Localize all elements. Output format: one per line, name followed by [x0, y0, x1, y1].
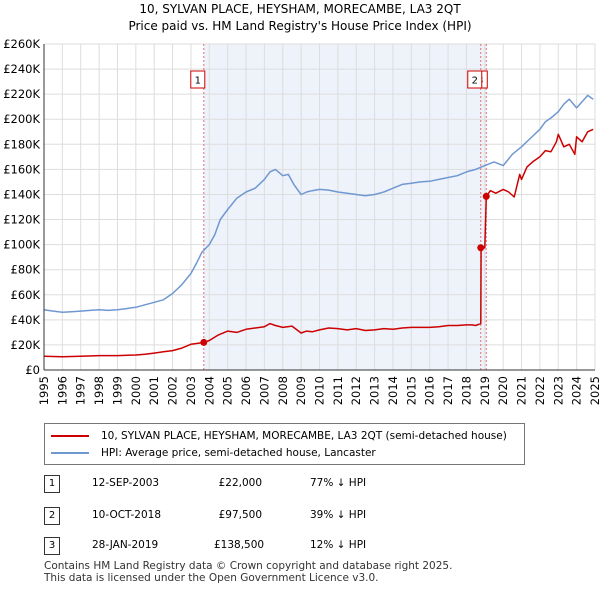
price-chart: 10, SYLVAN PLACE, HEYSHAM, MORECAMBE, LA… — [3, 2, 600, 405]
transaction-hpi: 12% ↓ HPI — [310, 539, 367, 551]
x-tick-label: 2017 — [441, 376, 455, 405]
x-tick-label: 2015 — [404, 376, 418, 405]
x-tick-label: 2013 — [368, 376, 382, 405]
x-tick-label: 2018 — [459, 376, 473, 405]
x-tick-label: 2021 — [515, 376, 529, 405]
y-tick-label: £20K — [11, 338, 41, 352]
x-tick-label: 2025 — [588, 376, 600, 405]
y-tick-label: £40K — [11, 313, 41, 327]
x-tick-label: 1995 — [37, 376, 51, 405]
annotation-box — [190, 70, 206, 89]
y-tick-label: £160K — [3, 162, 40, 176]
transaction-date: 28-JAN-2019 — [92, 539, 159, 551]
x-tick-label: 2004 — [202, 376, 216, 405]
x-tick-label: 1999 — [110, 376, 124, 405]
annotation-layer: 132 — [190, 70, 488, 89]
x-tick-label: 2001 — [147, 376, 161, 405]
chart-title: 10, SYLVAN PLACE, HEYSHAM, MORECAMBE, LA… — [139, 2, 461, 16]
price-line-swatch — [51, 435, 89, 437]
legend-item-price: 10, SYLVAN PLACE, HEYSHAM, MORECAMBE, LA… — [51, 428, 507, 444]
y-tick-label: £180K — [3, 137, 40, 151]
transaction-number: 2 — [44, 507, 60, 525]
x-tick-label: 2005 — [221, 376, 235, 405]
footer-copyright: Contains HM Land Registry data © Crown c… — [44, 560, 453, 572]
x-tick-label: 2010 — [313, 376, 327, 405]
y-tick-label: £260K — [3, 37, 40, 51]
transaction-date: 12-SEP-2003 — [92, 477, 160, 489]
y-tick-label: £0 — [25, 363, 40, 377]
x-tick-label: 1998 — [92, 376, 106, 405]
y-tick-label: £140K — [3, 187, 40, 201]
transaction-price: £22,000 — [218, 477, 262, 489]
chart-subtitle: Price paid vs. HM Land Registry's House … — [128, 19, 471, 33]
x-tick-label: 2000 — [129, 376, 143, 405]
hpi-line — [43, 94, 594, 314]
y-tick-label: £120K — [3, 213, 40, 227]
annotation-label: 2 — [472, 76, 478, 87]
x-tick-label: 2006 — [239, 376, 253, 405]
x-tick-label: 2019 — [478, 376, 492, 405]
transaction-date: 10-OCT-2018 — [92, 509, 161, 521]
sale-point — [482, 192, 490, 200]
x-tick-label: 2014 — [386, 376, 400, 405]
y-tick-label: £200K — [3, 112, 40, 126]
annotation-label: 1 — [195, 76, 201, 87]
x-tick-label: 2020 — [496, 376, 510, 405]
y-tick-label: £220K — [3, 87, 40, 101]
footer: Contains HM Land Registry data © Crown c… — [44, 560, 453, 584]
y-tick-label: £60K — [11, 288, 41, 302]
x-tick-label: 2023 — [551, 376, 565, 405]
transaction-row: 3 28-JAN-2019 £138,500 12% ↓ HPI — [44, 537, 444, 555]
series-layer — [43, 94, 594, 358]
transaction-hpi: 77% ↓ HPI — [310, 477, 367, 489]
y-axis: £0 £20K £40K £60K £80K £100K £120K £140K £160K £1… — [3, 37, 45, 377]
sale-point — [200, 338, 208, 346]
sale-point — [477, 244, 485, 252]
x-tick-label: 2009 — [294, 376, 308, 405]
transaction-number: 3 — [44, 537, 60, 555]
highlight-region — [203, 44, 487, 370]
grid-lines — [43, 43, 596, 371]
transaction-row: 2 10-OCT-2018 £97,500 39% ↓ HPI — [44, 507, 444, 525]
transaction-row: 1 12-SEP-2003 £22,000 77% ↓ HPI — [44, 475, 444, 493]
transaction-price: £97,500 — [218, 509, 262, 521]
x-tick-label: 2011 — [331, 376, 345, 405]
x-tick-label: 2008 — [276, 376, 290, 405]
x-axis: 1995 1996 1997 1998 1999 2000 2001 2002 2003 2004… — [37, 369, 600, 405]
x-tick-label: 2016 — [423, 376, 437, 405]
legend-hpi-label: HPI: Average price, semi-detached house,… — [101, 447, 376, 459]
legend-item-hpi: HPI: Average price, semi-detached house,… — [51, 445, 376, 461]
transaction-price: £138,500 — [214, 539, 265, 551]
transaction-hpi: 39% ↓ HPI — [310, 509, 367, 521]
x-tick-label: 2012 — [349, 376, 363, 405]
x-tick-label: 1997 — [74, 376, 88, 405]
legend-price-label: 10, SYLVAN PLACE, HEYSHAM, MORECAMBE, LA… — [101, 430, 507, 442]
x-tick-label: 2022 — [533, 376, 547, 405]
x-tick-label: 1996 — [55, 376, 69, 405]
transaction-number: 1 — [44, 475, 60, 493]
legend: 10, SYLVAN PLACE, HEYSHAM, MORECAMBE, LA… — [44, 423, 525, 465]
y-tick-label: £100K — [3, 238, 40, 252]
x-tick-label: 2024 — [570, 376, 584, 405]
price-paid-line — [43, 128, 594, 358]
hpi-line-swatch — [51, 452, 89, 454]
y-tick-label: £80K — [11, 263, 41, 277]
x-tick-label: 2002 — [166, 376, 180, 405]
x-tick-label: 2003 — [184, 376, 198, 405]
footer-licence: This data is licensed under the Open Gov… — [44, 571, 379, 584]
y-tick-label: £240K — [3, 62, 40, 76]
x-tick-label: 2007 — [257, 376, 271, 405]
annotation-box — [467, 70, 483, 89]
